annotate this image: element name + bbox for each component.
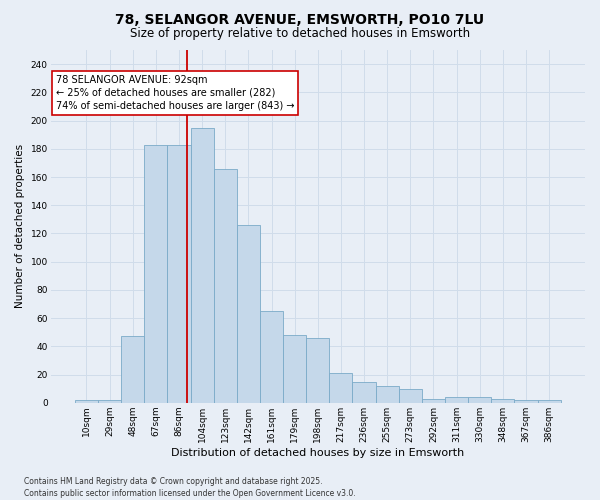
Bar (399, 388, 422, 403)
Bar (352, 382, 376, 403)
Bar (538, 400, 561, 403)
Bar (491, 398, 514, 403)
Bar (422, 398, 445, 403)
Bar (514, 400, 538, 403)
Bar (214, 168, 237, 403)
Text: 78, SELANGOR AVENUE, EMSWORTH, PO10 7LU: 78, SELANGOR AVENUE, EMSWORTH, PO10 7LU (115, 12, 485, 26)
Bar (191, 128, 214, 403)
Bar (376, 386, 399, 403)
Text: 78 SELANGOR AVENUE: 92sqm
← 25% of detached houses are smaller (282)
74% of semi: 78 SELANGOR AVENUE: 92sqm ← 25% of detac… (56, 74, 295, 111)
Bar (306, 338, 329, 403)
Y-axis label: Number of detached properties: Number of detached properties (15, 144, 25, 308)
Bar (98, 400, 121, 403)
Bar (468, 397, 491, 403)
Bar (121, 336, 144, 403)
Bar (144, 144, 167, 403)
X-axis label: Distribution of detached houses by size in Emsworth: Distribution of detached houses by size … (171, 448, 464, 458)
Bar (283, 335, 306, 403)
Bar (75, 400, 98, 403)
Text: Size of property relative to detached houses in Emsworth: Size of property relative to detached ho… (130, 28, 470, 40)
Bar (237, 225, 260, 403)
Bar (445, 397, 468, 403)
Text: Contains HM Land Registry data © Crown copyright and database right 2025.
Contai: Contains HM Land Registry data © Crown c… (24, 476, 356, 498)
Bar (260, 311, 283, 403)
Bar (329, 373, 352, 403)
Bar (167, 144, 191, 403)
